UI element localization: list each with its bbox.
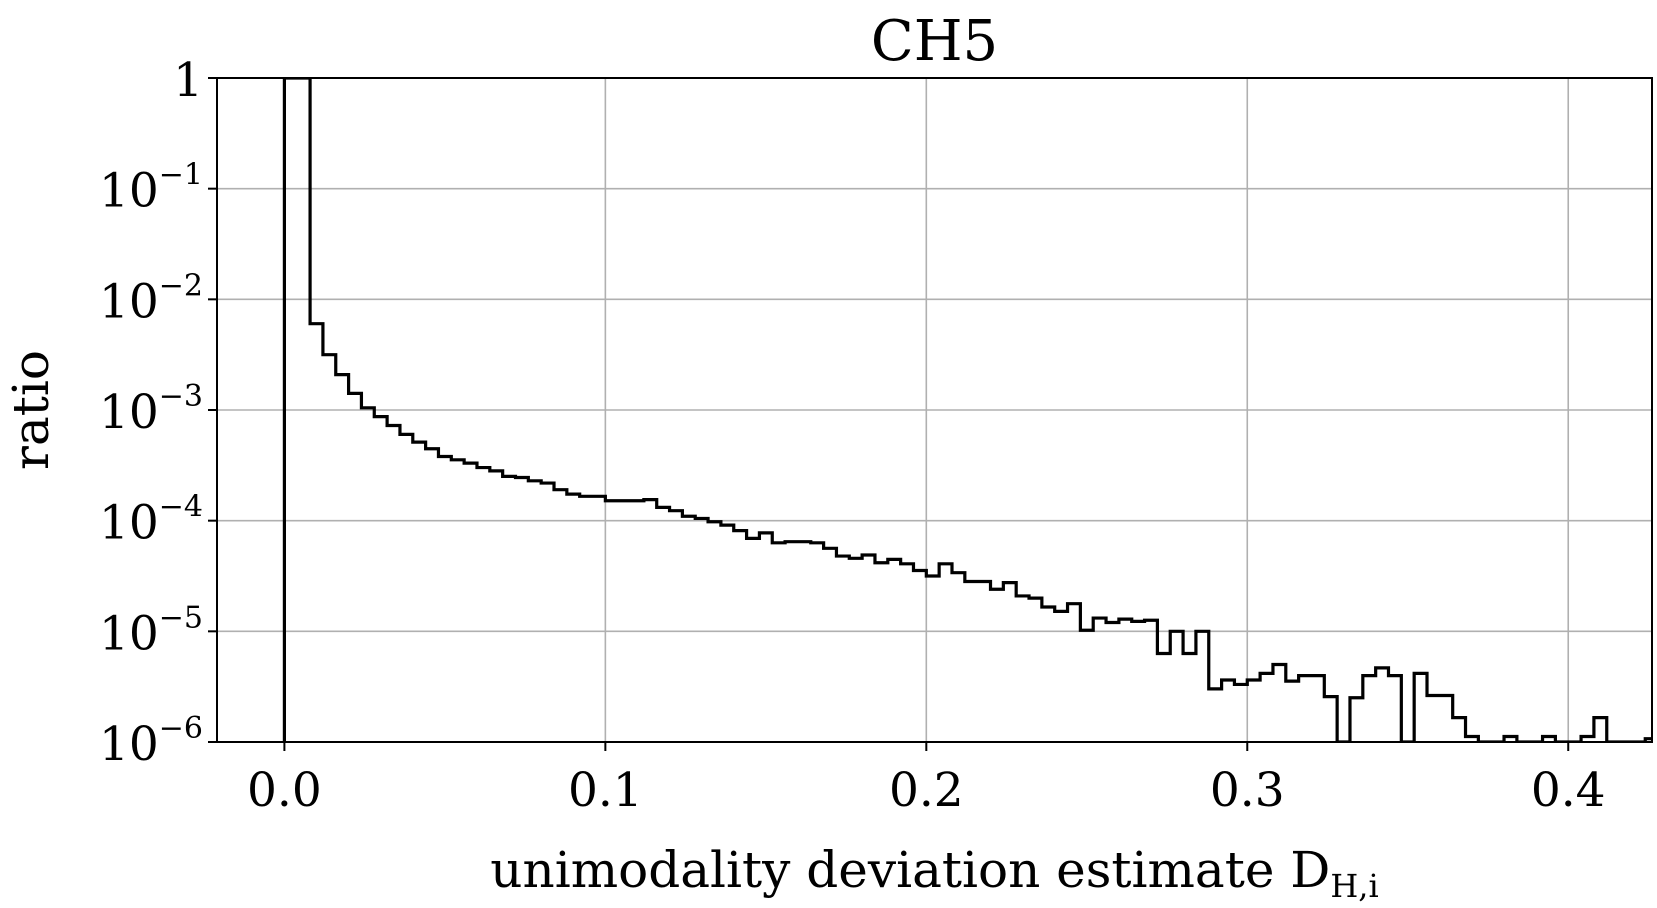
y-tick-label-0: 1 <box>173 53 203 108</box>
x-tick-label-4: 0.4 <box>1531 763 1606 818</box>
x-axis-tick-labels: 0.0 0.1 0.2 0.3 0.4 <box>247 763 1606 818</box>
y-axis-tick-labels: 1 10−1 10−2 10−3 10−4 10−5 10−6 <box>99 53 203 772</box>
histogram-step-line <box>282 78 1652 742</box>
x-tick-label-3: 0.3 <box>1210 763 1285 818</box>
x-tick-label-1: 0.1 <box>568 763 643 818</box>
y-tick-label-6: 10−6 <box>99 711 203 772</box>
y-axis-label: ratio <box>2 350 60 470</box>
y-tick-label-4: 10−4 <box>99 490 203 551</box>
y-tick-label-5: 10−5 <box>99 600 203 661</box>
chart-title: CH5 <box>871 9 998 74</box>
y-tick-label-2: 10−2 <box>99 268 203 329</box>
x-axis-label-subscript: H,i <box>1330 867 1378 905</box>
grid-lines <box>217 77 1652 743</box>
x-axis-label-main: unimodality deviation estimate D <box>490 841 1330 899</box>
y-tick-label-1: 10−1 <box>99 158 203 219</box>
series-ch5 <box>282 78 1652 742</box>
x-tick-label-2: 0.2 <box>889 763 964 818</box>
x-tick-label-0: 0.0 <box>247 763 322 818</box>
y-tick-label-3: 10−3 <box>99 379 203 440</box>
axis-ticks <box>208 77 1570 751</box>
x-axis-label: unimodality deviation estimate DH,i <box>490 841 1378 905</box>
